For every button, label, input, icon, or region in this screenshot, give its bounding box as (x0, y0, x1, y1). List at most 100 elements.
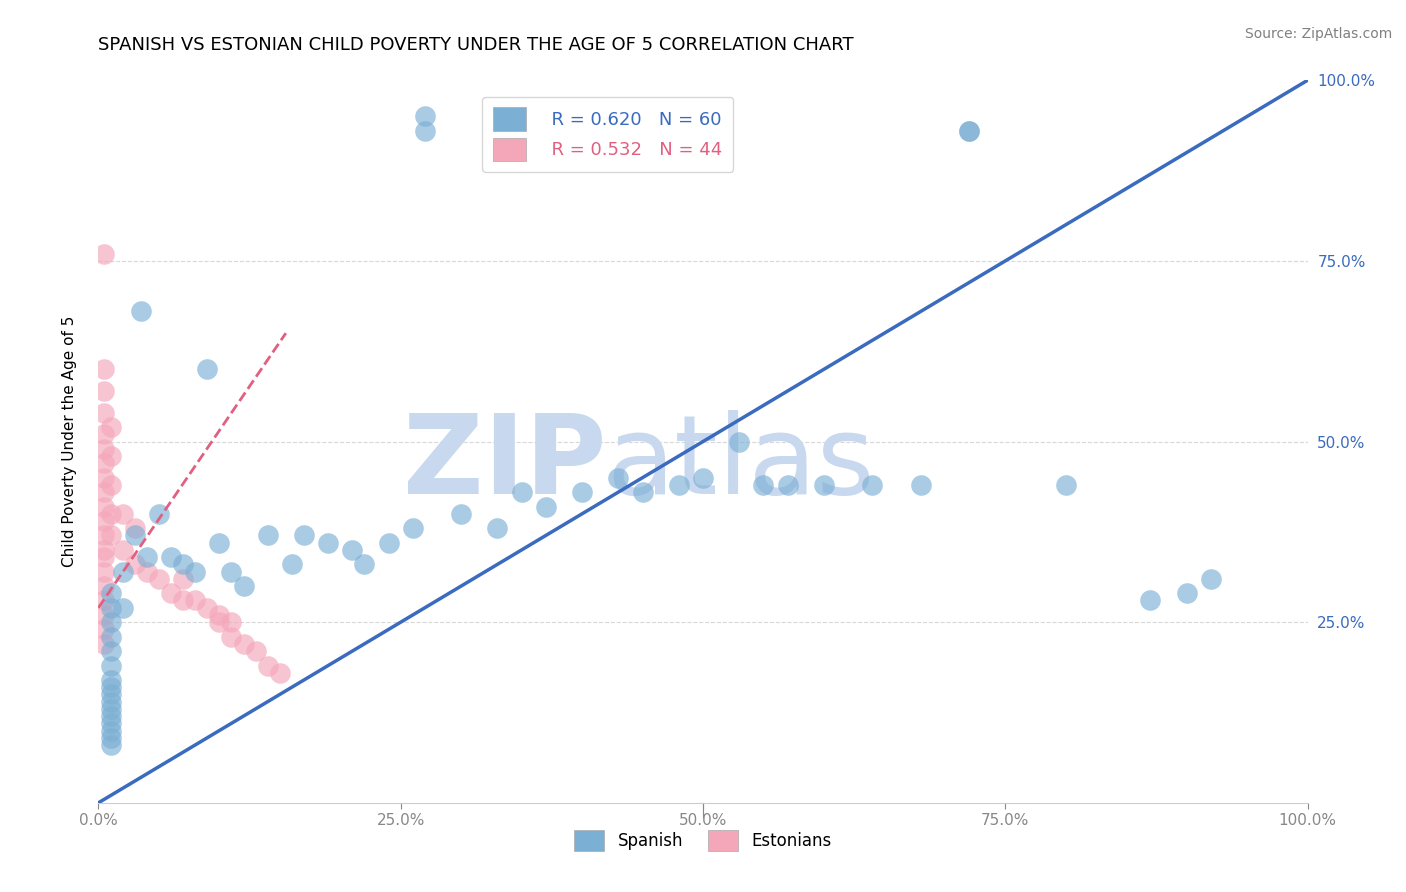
Point (607, 470, 630, 484)
Point (245, 644, 267, 658)
Point (342, 542, 364, 557)
Point (100, 586, 122, 600)
Point (93, 550, 115, 565)
Point (281, 558, 304, 572)
Point (232, 637, 254, 651)
Point (93, 485, 115, 500)
Point (111, 507, 134, 521)
Point (100, 615, 122, 630)
Point (172, 558, 194, 572)
Point (124, 528, 146, 542)
Point (93, 528, 115, 542)
Point (93, 514, 115, 528)
Point (93, 384, 115, 398)
Point (100, 528, 122, 542)
Point (93, 637, 115, 651)
Point (534, 500, 557, 514)
Point (413, 110, 436, 124)
Point (111, 565, 134, 579)
Text: SPANISH VS ESTONIAN CHILD POVERTY UNDER THE AGE OF 5 CORRELATION CHART: SPANISH VS ESTONIAN CHILD POVERTY UNDER … (98, 36, 853, 54)
Point (1175, 586, 1198, 600)
Point (100, 723, 122, 738)
Point (100, 630, 122, 644)
Point (93, 470, 115, 484)
Point (256, 658, 278, 673)
Point (232, 579, 254, 593)
Point (148, 507, 170, 521)
Point (860, 478, 883, 492)
Point (413, 124, 436, 138)
Point (269, 665, 291, 680)
Point (172, 593, 194, 607)
Point (93, 500, 115, 514)
Point (195, 362, 218, 376)
Point (160, 586, 183, 600)
Point (1054, 478, 1077, 492)
Point (100, 507, 122, 521)
Point (957, 124, 980, 138)
Point (195, 600, 218, 615)
Point (813, 478, 835, 492)
Point (100, 600, 122, 615)
Point (221, 615, 243, 630)
Point (353, 558, 375, 572)
Point (1199, 572, 1222, 586)
Point (111, 542, 134, 557)
Y-axis label: Child Poverty Under the Age of 5: Child Poverty Under the Age of 5 (62, 316, 77, 567)
Text: Source: ZipAtlas.com: Source: ZipAtlas.com (1244, 27, 1392, 41)
Text: atlas: atlas (606, 409, 875, 516)
Point (100, 702, 122, 716)
Point (571, 485, 593, 500)
Point (486, 521, 509, 535)
Point (160, 550, 183, 565)
Point (100, 478, 122, 492)
Point (93, 246, 115, 260)
Point (124, 521, 146, 535)
Point (100, 709, 122, 723)
Point (93, 593, 115, 607)
Point (184, 565, 207, 579)
Point (208, 535, 231, 549)
Point (172, 572, 194, 586)
Point (148, 572, 170, 586)
Point (728, 434, 751, 449)
Point (93, 427, 115, 442)
Text: ZIP: ZIP (404, 409, 606, 516)
Point (221, 630, 243, 644)
Point (93, 456, 115, 470)
Point (100, 738, 122, 752)
Point (510, 485, 533, 500)
Point (256, 528, 278, 542)
Point (93, 362, 115, 376)
Point (208, 607, 231, 622)
Point (100, 731, 122, 745)
Point (93, 406, 115, 420)
Point (668, 478, 690, 492)
Point (93, 442, 115, 456)
Point (292, 528, 315, 542)
Point (124, 558, 146, 572)
Point (184, 593, 207, 607)
Point (100, 716, 122, 731)
Point (402, 521, 425, 535)
Point (100, 420, 122, 434)
Point (129, 304, 152, 318)
Point (377, 535, 399, 549)
Point (93, 607, 115, 622)
Point (135, 550, 157, 565)
Point (692, 470, 714, 484)
Point (752, 478, 775, 492)
Point (111, 600, 134, 615)
Point (100, 644, 122, 658)
Point (100, 449, 122, 463)
Point (221, 565, 243, 579)
Point (100, 695, 122, 709)
Point (93, 579, 115, 593)
Point (631, 485, 654, 500)
Point (450, 507, 472, 521)
Point (100, 687, 122, 701)
Point (1139, 593, 1161, 607)
Point (93, 565, 115, 579)
Point (135, 565, 157, 579)
Point (316, 535, 339, 549)
